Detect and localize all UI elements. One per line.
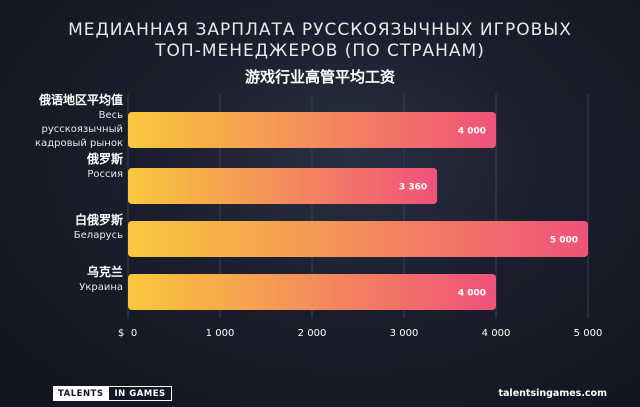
category-label-ru-0-1: русскоязычный: [42, 124, 124, 135]
chart-title-line-2: ТОП-МЕНЕДЖЕРОВ (ПО СТРАНАМ): [155, 41, 485, 61]
tick-label-3: 3 000: [390, 328, 419, 339]
tick-label-4: 4 000: [482, 328, 511, 339]
x-axis-ticks: $0 1 000 2 000 3 000 4 000 5 000: [118, 328, 602, 339]
bar-3: [128, 274, 496, 310]
category-label-ru-0-2: кадровый рынок: [35, 138, 123, 149]
category-label-cn-2: 白俄罗斯: [75, 212, 123, 227]
bars: 4 000 3 360 5 000 4 000: [128, 112, 588, 310]
category-label-cn-3: 乌克兰: [87, 264, 123, 279]
chart-subtitle: 游戏行业高管平均工资: [244, 68, 395, 86]
category-labels: 俄语地区平均值 Весь русскоязычный кадровый рынок 俄罗…: [35, 92, 123, 293]
website-link[interactable]: talentsingames.com: [498, 388, 607, 399]
bar-2: [128, 221, 588, 257]
tick-label-2: 2 000: [298, 328, 327, 339]
category-label-cn-0: 俄语地区平均值: [38, 92, 123, 107]
bar-1: [128, 168, 438, 204]
tick-label-1: 1 000: [206, 328, 235, 339]
brand-logo: TALENTS IN GAMES: [53, 386, 172, 401]
category-label-ru-0-0: Весь: [99, 110, 124, 121]
category-label-cn-1: 俄罗斯: [86, 151, 123, 166]
logo-part-2: IN GAMES: [108, 386, 172, 401]
bar-value-label-0: 4 000: [458, 127, 486, 137]
category-label-ru-1-0: Россия: [87, 169, 123, 180]
bar-value-label-1: 3 360: [399, 183, 427, 193]
tick-label-5: 5 000: [574, 328, 603, 339]
bar-value-label-2: 5 000: [550, 236, 578, 246]
chart-title-line-1: МЕДИАННАЯ ЗАРПЛАТА РУССКОЯЗЫЧНЫХ ИГРОВЫХ: [68, 20, 572, 40]
tick-label-0: 0: [131, 328, 137, 339]
currency-symbol: $: [118, 328, 124, 339]
category-label-ru-3-0: Украина: [79, 282, 123, 293]
bar-0: [128, 112, 496, 148]
bar-value-label-3: 4 000: [458, 289, 486, 299]
category-label-ru-2-0: Беларусь: [74, 230, 123, 241]
logo-part-1: TALENTS: [53, 386, 109, 401]
